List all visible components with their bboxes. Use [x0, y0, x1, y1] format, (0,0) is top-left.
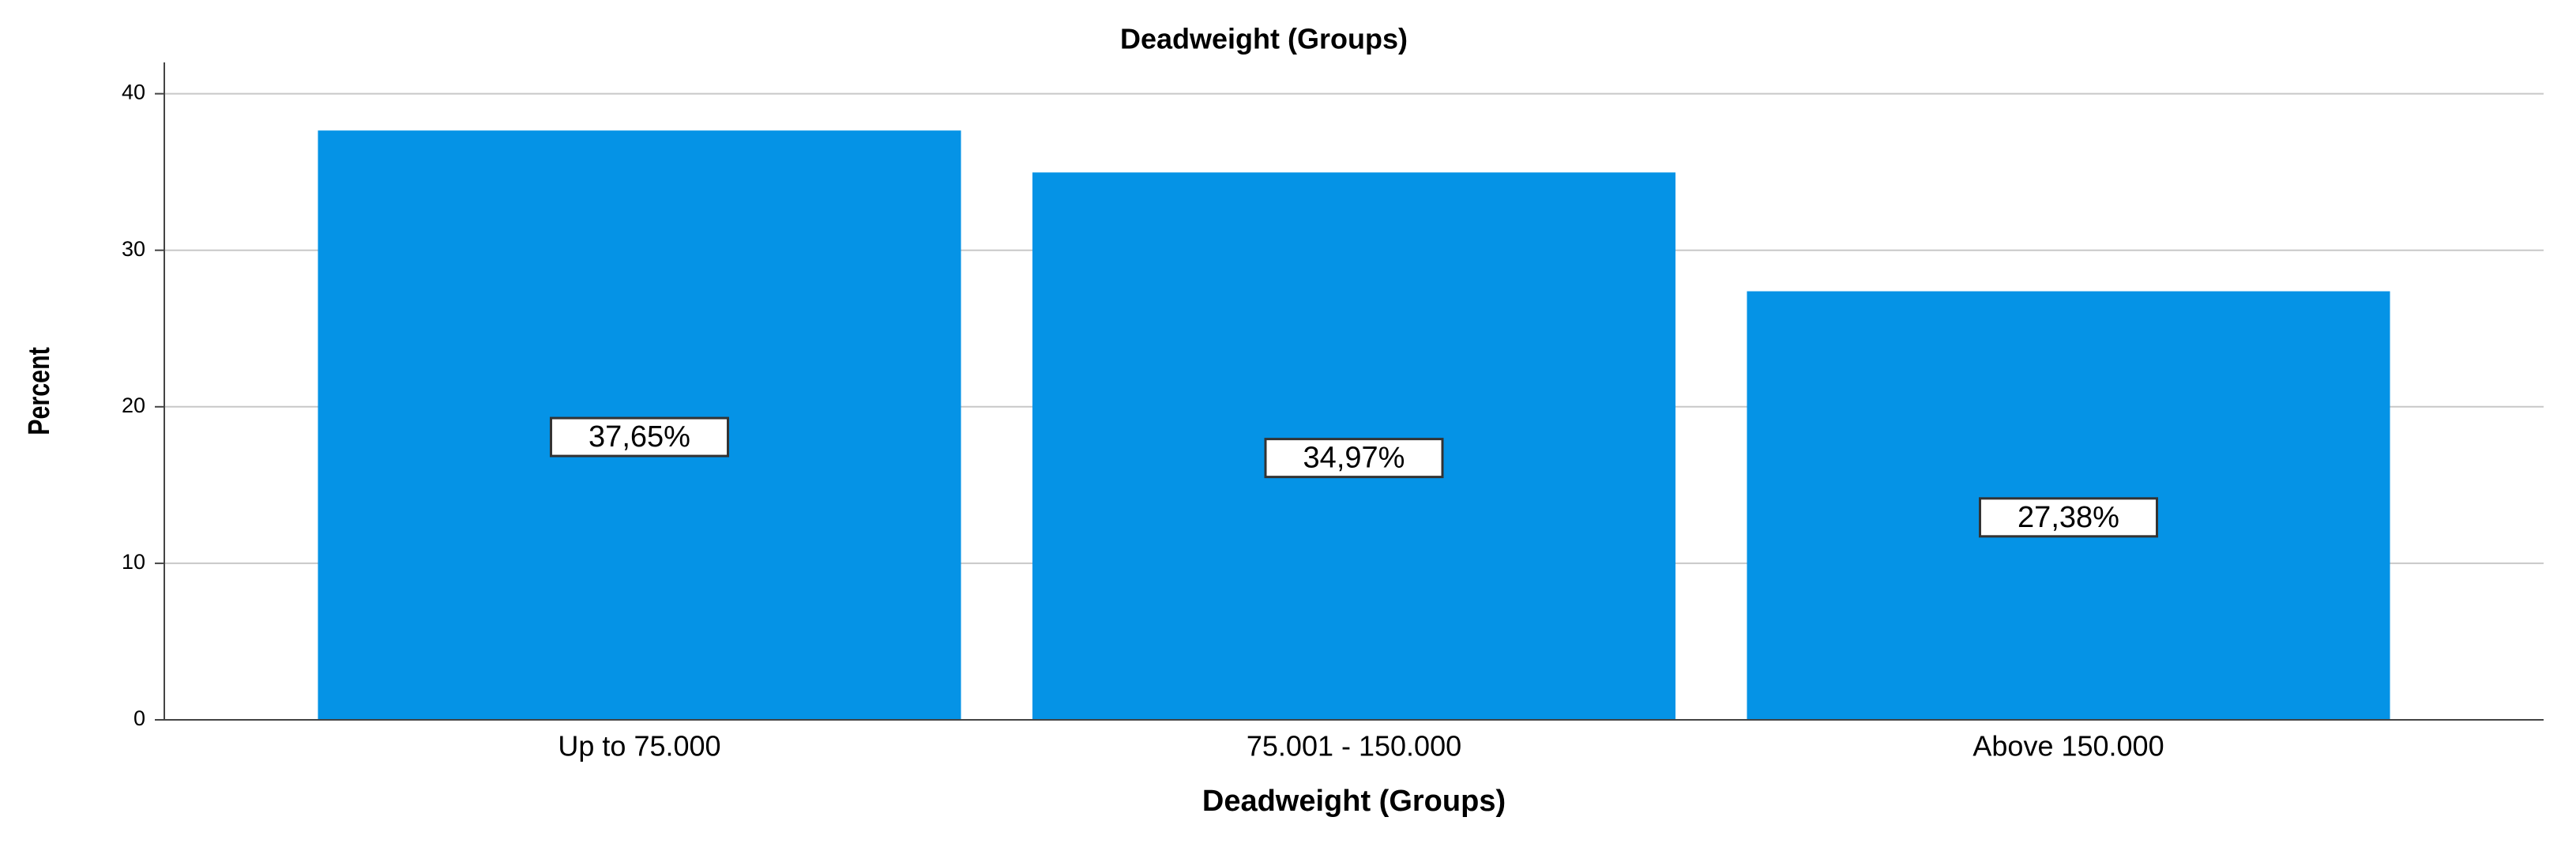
y-tick-label: 40: [122, 81, 145, 104]
x-tick-label: Up to 75.000: [558, 730, 720, 763]
y-axis-title: Percent: [23, 347, 56, 435]
y-tick-label: 10: [122, 550, 145, 574]
value-label: 37,65%: [589, 420, 690, 454]
y-tick-label: 20: [122, 393, 145, 417]
value-label: 34,97%: [1303, 442, 1405, 475]
x-tick-label: 75.001 - 150.000: [1247, 730, 1461, 763]
chart-title: Deadweight (Groups): [1120, 23, 1408, 55]
value-label-box: [549, 416, 729, 458]
x-tick-label: Above 150.000: [1972, 730, 2164, 763]
y-tick-label: 30: [122, 237, 145, 261]
value-label-box: [1264, 438, 1444, 479]
x-axis-title: Deadweight (Groups): [1202, 785, 1506, 818]
value-label: 27,38%: [2018, 501, 2119, 534]
y-tick-label: 0: [134, 706, 145, 730]
value-label-box: [1979, 497, 2159, 538]
